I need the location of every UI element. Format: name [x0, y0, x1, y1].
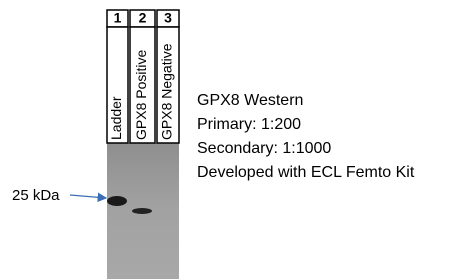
lane-number: 3: [164, 10, 172, 26]
note: Primary: 1:200: [197, 116, 301, 133]
band: [132, 208, 152, 214]
lane-label: Ladder: [108, 96, 124, 140]
marker-arrow: [70, 195, 106, 198]
note: GPX8 Western: [197, 92, 303, 109]
note: Developed with ECL Femto Kit: [197, 164, 415, 181]
lane-label: GPX8 Negative: [159, 43, 175, 140]
lane-label: GPX8 Positive: [133, 50, 149, 140]
band: [107, 196, 127, 206]
marker-label: 25 kDa: [12, 187, 60, 204]
note: Secondary: 1:1000: [197, 140, 331, 157]
western-blot-figure: 1 Ladder 2 GPX8 Positive 3 GPX8 Negative 25 k…: [0, 0, 449, 279]
lanes: 1 Ladder 2 GPX8 Positive 3 GPX8 Negative: [107, 10, 179, 143]
lane-number: 1: [114, 10, 122, 26]
lane-number: 2: [139, 10, 147, 26]
